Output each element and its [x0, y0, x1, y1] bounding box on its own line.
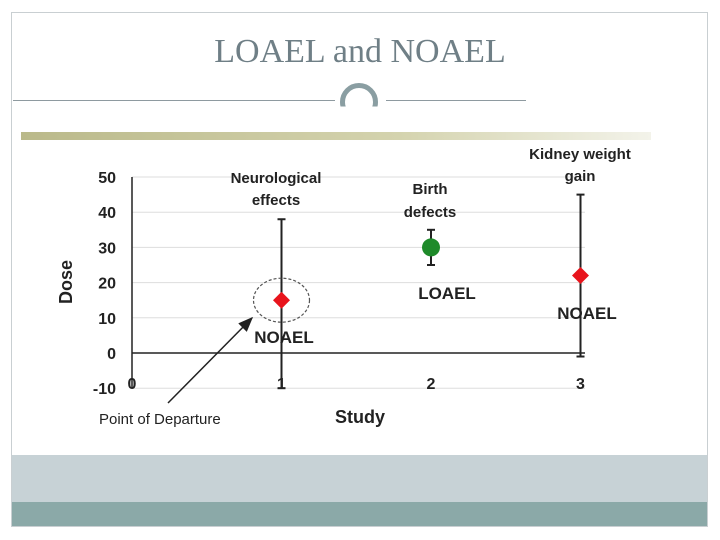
point-label: LOAEL — [418, 284, 476, 303]
point-label: NOAEL — [557, 304, 617, 323]
footer-band-dark — [12, 502, 707, 526]
category-label: gain — [565, 168, 596, 185]
ring-ornament-icon — [340, 83, 378, 107]
data-point — [572, 267, 589, 285]
title-divider-right — [386, 100, 526, 101]
category-label: Birth — [413, 181, 448, 198]
y-tick-label: 10 — [98, 311, 116, 328]
y-tick-label: -10 — [93, 381, 116, 398]
category-label: Kidney weight — [529, 146, 631, 163]
footer-band-light — [12, 455, 707, 502]
y-tick-label: 20 — [98, 276, 116, 293]
point-label: NOAEL — [254, 328, 314, 347]
y-tick-label: 0 — [107, 346, 116, 363]
x-tick-label: 2 — [427, 376, 436, 393]
category-label: Neurological — [231, 170, 322, 187]
slide-frame — [11, 12, 708, 527]
data-point — [273, 291, 290, 309]
slide-title: LOAEL and NOAEL — [214, 33, 506, 70]
category-label: effects — [252, 192, 300, 209]
y-axis-title: Dose — [56, 260, 76, 304]
x-tick-label: 3 — [576, 376, 585, 393]
x-tick-label: 0 — [128, 376, 137, 393]
y-tick-label: 50 — [98, 170, 116, 187]
y-tick-label: 30 — [98, 240, 116, 257]
pod-arrow — [167, 316, 254, 404]
y-tick-label: 40 — [98, 205, 116, 222]
pod-highlight-ellipse — [252, 277, 311, 323]
category-label: defects — [404, 204, 457, 221]
title-divider-left — [13, 100, 335, 101]
pod-annotation: Point of Departure — [99, 411, 221, 428]
accent-bar — [21, 132, 651, 140]
data-point — [422, 238, 440, 257]
x-axis-title: Study — [335, 407, 385, 427]
